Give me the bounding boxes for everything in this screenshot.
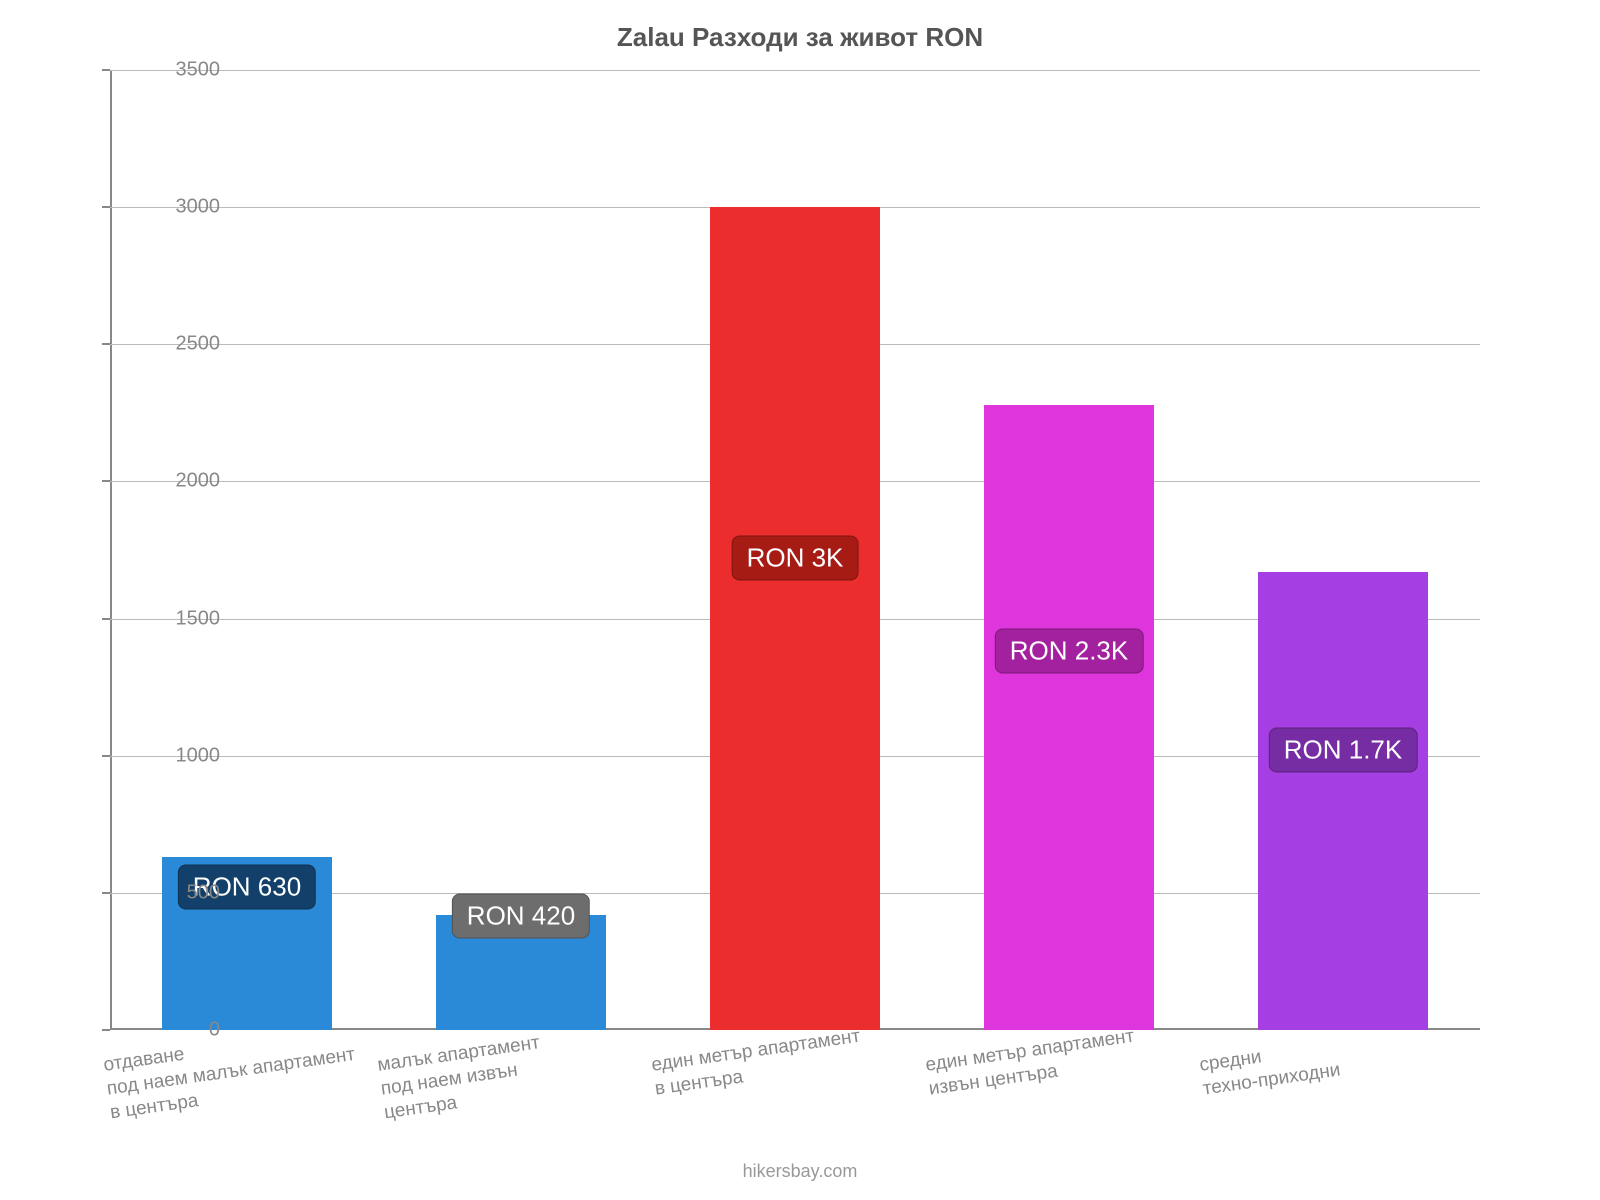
y-tick-label: 1500 bbox=[120, 607, 220, 630]
value-badge: RON 1.7K bbox=[1269, 728, 1418, 773]
y-tick-mark bbox=[102, 892, 110, 894]
y-tick-mark bbox=[102, 206, 110, 208]
value-badge: RON 2.3K bbox=[995, 629, 1144, 674]
grid-line bbox=[110, 70, 1480, 71]
bar bbox=[984, 405, 1154, 1030]
plot-area: RON 630RON 420RON 3KRON 2.3KRON 1.7K bbox=[110, 70, 1480, 1030]
value-badge: RON 3K bbox=[732, 536, 859, 581]
y-tick-mark bbox=[102, 343, 110, 345]
value-badge: RON 420 bbox=[452, 894, 590, 939]
y-tick-label: 3000 bbox=[120, 196, 220, 219]
y-tick-mark bbox=[102, 480, 110, 482]
y-tick-mark bbox=[102, 69, 110, 71]
chart-container: Zalau Разходи за живот RON RON 630RON 42… bbox=[0, 0, 1600, 1200]
y-tick-label: 0 bbox=[120, 1019, 220, 1042]
y-tick-label: 1000 bbox=[120, 744, 220, 767]
chart-footer: hikersbay.com bbox=[0, 1161, 1600, 1182]
y-tick-label: 2500 bbox=[120, 333, 220, 356]
y-axis bbox=[110, 70, 112, 1030]
y-tick-label: 2000 bbox=[120, 470, 220, 493]
bar bbox=[710, 207, 880, 1030]
y-tick-label: 500 bbox=[120, 881, 220, 904]
y-tick-mark bbox=[102, 755, 110, 757]
x-category-label: малък апартамент под наем извън центъра bbox=[376, 1015, 663, 1125]
bar bbox=[1258, 572, 1428, 1030]
y-tick-mark bbox=[102, 618, 110, 620]
y-tick-mark bbox=[102, 1029, 110, 1031]
chart-title: Zalau Разходи за живот RON bbox=[0, 22, 1600, 53]
y-tick-label: 3500 bbox=[120, 59, 220, 82]
